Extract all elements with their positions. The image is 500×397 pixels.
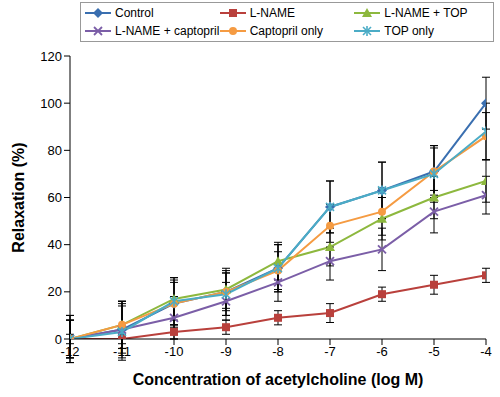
html-text:Control: Control <box>115 6 154 20</box>
svg-text:-6: -6 <box>376 344 388 359</box>
svg-text:20: 20 <box>48 284 62 299</box>
svg-text:-9: -9 <box>220 344 232 359</box>
html-text:L-NAME + captopril: L-NAME + captopril <box>115 24 220 38</box>
svg-text:40: 40 <box>48 237 62 252</box>
svg-text:100: 100 <box>40 96 62 111</box>
svg-text:-10: -10 <box>165 344 184 359</box>
svg-text:-12: -12 <box>61 344 80 359</box>
svg-text:-11: -11 <box>113 344 131 359</box>
svg-text:-5: -5 <box>428 344 440 359</box>
svg-text:0: 0 <box>55 332 62 347</box>
html-text:L-NAME + TOP: L-NAME + TOP <box>384 6 468 20</box>
html-text:Captopril only: Captopril only <box>249 24 323 38</box>
svg-text:120: 120 <box>40 49 62 64</box>
svg-text:Concentration of acetylcholine: Concentration of acetylcholine (log M) <box>133 371 424 388</box>
svg-text:-8: -8 <box>272 344 284 359</box>
svg-text:80: 80 <box>48 143 62 158</box>
svg-text:60: 60 <box>48 190 62 205</box>
svg-text:Relaxation (%): Relaxation (%) <box>10 142 27 252</box>
svg-text:-4: -4 <box>480 344 492 359</box>
svg-text:-7: -7 <box>324 344 336 359</box>
html-text:TOP only: TOP only <box>384 24 434 38</box>
html-text:L-NAME: L-NAME <box>249 6 295 20</box>
